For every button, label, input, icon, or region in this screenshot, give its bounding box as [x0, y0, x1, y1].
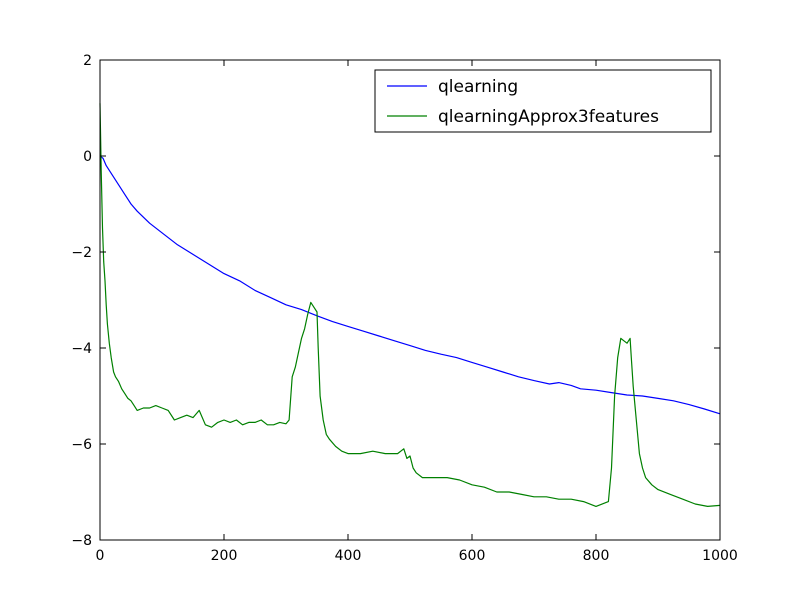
x-tick-label: 1000 — [702, 548, 738, 564]
x-tick-label: 0 — [96, 548, 105, 564]
y-tick-label: −8 — [71, 533, 92, 549]
y-tick-label: 0 — [83, 149, 92, 165]
legend-label-qlearning-approx: qlearningApprox3features — [438, 107, 659, 127]
plot-background — [100, 60, 720, 540]
x-tick-label: 800 — [583, 548, 610, 564]
plot-frame — [99, 59, 721, 541]
legend-box — [374, 69, 712, 133]
y-tick-label: 2 — [83, 53, 92, 69]
x-tick-label: 400 — [335, 548, 362, 564]
y-axis: 2 0 −2 −4 −6 −8 — [71, 53, 720, 549]
y-tick-label: −6 — [71, 437, 92, 453]
series-line-qlearningapprox3features — [99, 103, 721, 507]
x-axis: 0 200 400 600 800 1000 — [96, 60, 738, 564]
y-tick-label: −4 — [71, 341, 92, 357]
legend-label-qlearning: qlearning — [438, 77, 518, 97]
series-line-qlearning — [99, 155, 721, 415]
y-tick-label: −2 — [71, 245, 92, 261]
series-layer — [99, 103, 721, 507]
x-tick-label: 200 — [211, 548, 238, 564]
x-tick-label: 600 — [459, 548, 486, 564]
legend: qlearning qlearningApprox3features — [374, 69, 712, 133]
